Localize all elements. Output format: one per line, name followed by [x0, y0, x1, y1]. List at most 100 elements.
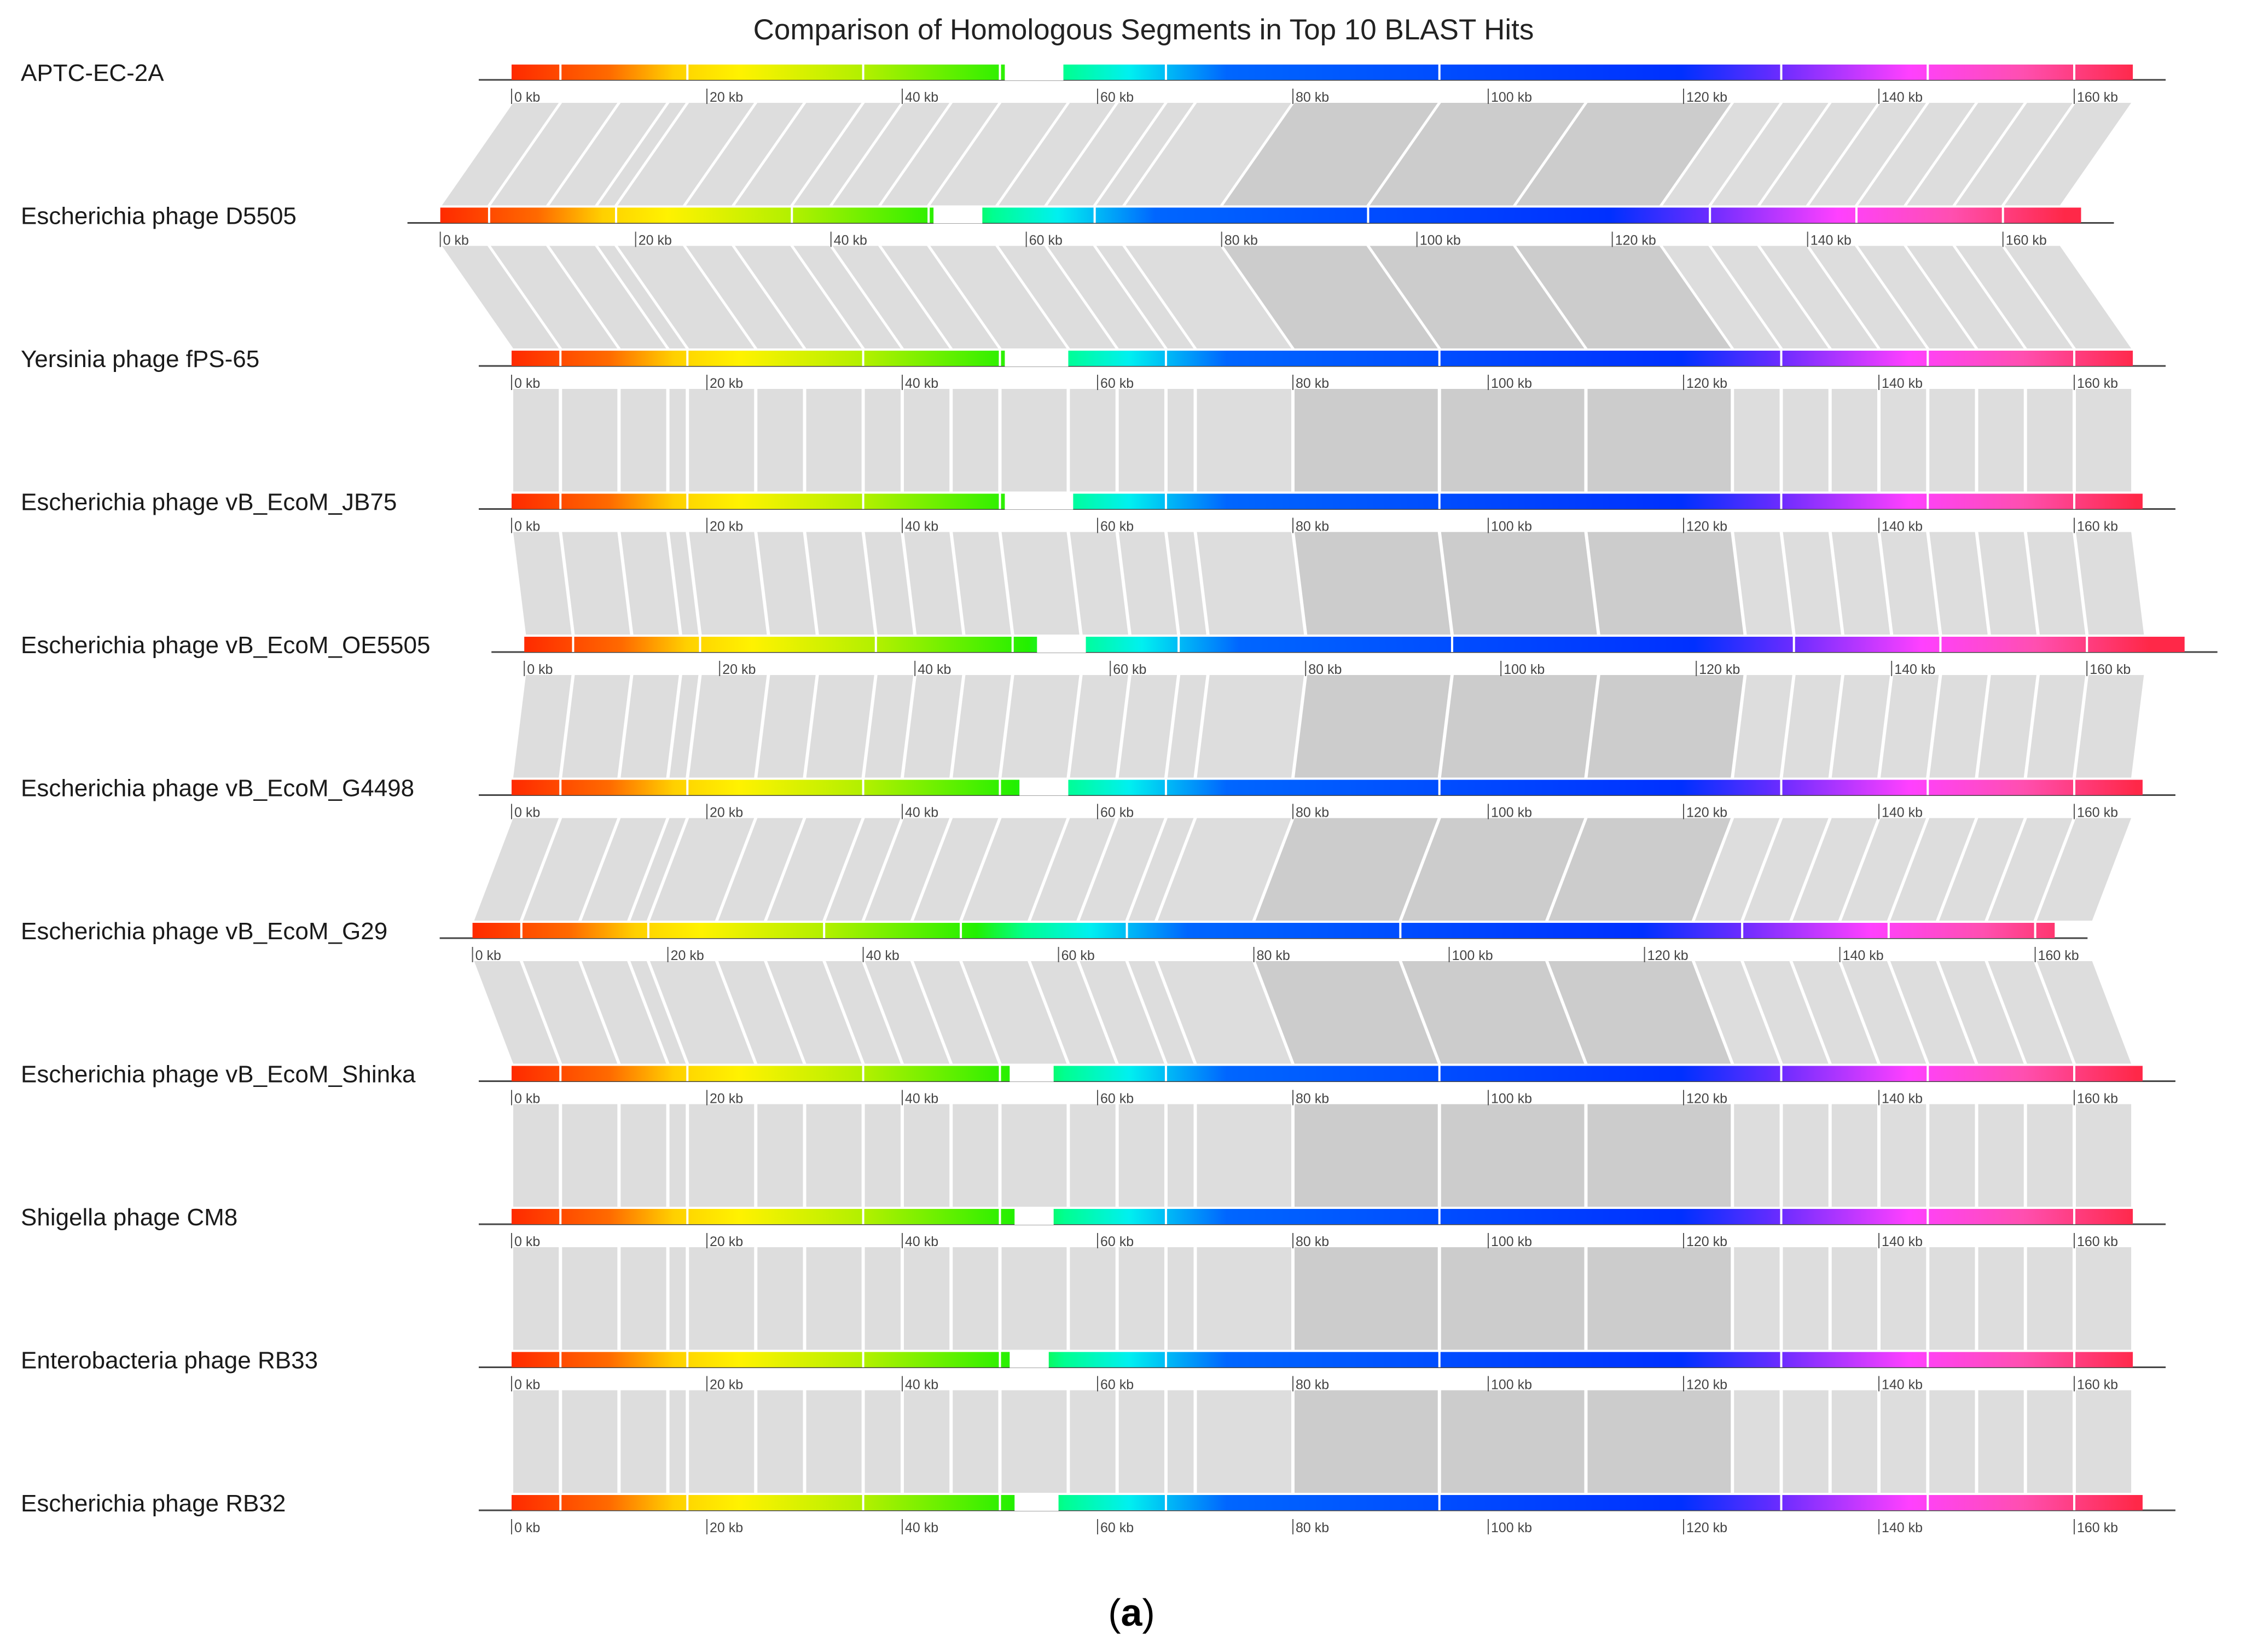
tick-label: 40 kb	[905, 519, 938, 534]
homology-band	[1939, 818, 2024, 921]
segment-divider	[2073, 1352, 2075, 1368]
homology-band	[953, 675, 1011, 778]
genome-label: Escherichia phage vB_EcoM_G4498	[21, 775, 414, 802]
figure-title: Comparison of Homologous Segments in Top…	[753, 14, 1534, 46]
homology-band	[718, 818, 803, 921]
homology-band	[1167, 1390, 1194, 1493]
homology-band	[598, 246, 686, 348]
genome-bar	[524, 636, 2185, 653]
homology-band	[1978, 1390, 2024, 1493]
tick-label: 80 kb	[1296, 519, 1329, 534]
segment-divider	[862, 780, 864, 795]
segment-divider	[1438, 65, 1441, 80]
tick-label: 20 kb	[639, 233, 672, 248]
homology-band	[1441, 1104, 1585, 1207]
genome-bar	[512, 1351, 2133, 1368]
genome-track: Escherichia phage vB_EcoM_Shinka 0 kb 20 k…	[21, 1061, 2175, 1107]
homology-band	[1031, 961, 1116, 1064]
homology-band	[598, 103, 686, 206]
segment-divider	[1164, 1495, 1167, 1510]
homology-band	[1118, 532, 1177, 635]
genome-gap	[1005, 64, 1064, 80]
tick-label: 80 kb	[1296, 1091, 1329, 1107]
homology-band	[617, 103, 755, 206]
tick-label: 160 kb	[2038, 948, 2079, 963]
tick-label: 20 kb	[710, 1234, 743, 1249]
homology-band	[1587, 532, 1744, 635]
segment-divider	[2073, 1495, 2075, 1510]
segment-divider	[1780, 1352, 1783, 1368]
tick-label: 160 kb	[2077, 90, 2118, 105]
segment-divider	[1927, 351, 1929, 366]
genome-track: Escherichia phage RB32 0 kb 20 kb 40 kb 60 k…	[21, 1490, 2175, 1535]
genome-gradient-bar	[440, 207, 2081, 223]
homology-band	[826, 818, 901, 921]
homology-band	[2076, 1390, 2132, 1493]
tick-label: 100 kb	[1491, 1520, 1532, 1535]
homology-band	[474, 961, 559, 1064]
tick-label: 40 kb	[866, 948, 900, 963]
segment-divider	[1887, 923, 1890, 938]
homology-band	[620, 389, 666, 492]
tick-label: 100 kb	[1491, 1091, 1532, 1107]
homology-band	[1734, 675, 1792, 778]
homology-band	[1070, 1104, 1116, 1207]
homology-band	[617, 246, 755, 348]
homology-band	[1929, 1390, 1975, 1493]
homology-band	[620, 1247, 666, 1350]
homology-band	[1744, 961, 1829, 1064]
tick-label: 120 kb	[1686, 805, 1727, 821]
homology-band	[1734, 532, 1792, 635]
tick-label: 120 kb	[1686, 376, 1727, 391]
tick-label: 160 kb	[2077, 1520, 2118, 1535]
homology-band	[881, 246, 999, 348]
homology-band	[1197, 1104, 1291, 1207]
tick-label: 100 kb	[1504, 662, 1545, 677]
segment-divider	[559, 1066, 562, 1081]
genome-label: Shigella phage CM8	[21, 1204, 237, 1231]
homology-band	[1167, 532, 1206, 635]
homology-band	[1881, 1247, 1927, 1350]
segment-divider	[999, 1209, 1001, 1224]
genome-track: Shigella phage CM8 0 kb 20 kb 40 kb 60 kb 80 …	[21, 1204, 2166, 1249]
tick-label: 60 kb	[1061, 948, 1095, 963]
segment-divider	[1780, 1066, 1783, 1081]
tick-label: 80 kb	[1296, 1234, 1329, 1249]
homology-band	[953, 1104, 999, 1207]
tick-label: 120 kb	[1615, 233, 1656, 248]
tick-label: 20 kb	[722, 662, 756, 677]
segment-divider	[1780, 780, 1783, 795]
homology-band	[1001, 1104, 1067, 1207]
genome-gap	[1009, 1351, 1049, 1368]
segment-divider	[686, 1495, 689, 1510]
tick-label: 80 kb	[1296, 1520, 1329, 1535]
genome-track: Yersinia phage fPS-65 0 kb 20 kb 40 kb 60 kb…	[21, 346, 2166, 391]
homology-band	[1783, 1104, 1829, 1207]
homology-band	[1783, 389, 1829, 492]
homology-band	[1070, 675, 1128, 778]
homology-band	[757, 532, 816, 635]
tick-label: 140 kb	[1882, 1520, 1923, 1535]
tick-label: 0 kb	[514, 376, 540, 391]
tick-label: 40 kb	[905, 376, 938, 391]
segment-divider	[2073, 780, 2075, 795]
homology-band	[1695, 818, 1780, 921]
homology-band	[1734, 1247, 1780, 1350]
tick-label: 60 kb	[1100, 805, 1134, 821]
tick-label: 40 kb	[905, 1520, 938, 1535]
homology-band	[1809, 246, 1927, 348]
homology-band	[2076, 389, 2132, 492]
segment-divider	[686, 65, 689, 80]
homology-band	[1167, 389, 1194, 492]
segment-divider	[488, 207, 490, 223]
homology-band	[689, 1390, 755, 1493]
homology-band	[864, 1104, 901, 1207]
homology-band	[2027, 532, 2086, 635]
segment-divider	[686, 493, 689, 509]
genome-bar	[512, 350, 2133, 367]
homology-band	[826, 961, 901, 1064]
tick-label: 0 kb	[514, 90, 540, 105]
segment-divider	[1927, 780, 1929, 795]
tick-label: 60 kb	[1100, 1520, 1134, 1535]
segment-divider	[2073, 1209, 2075, 1224]
